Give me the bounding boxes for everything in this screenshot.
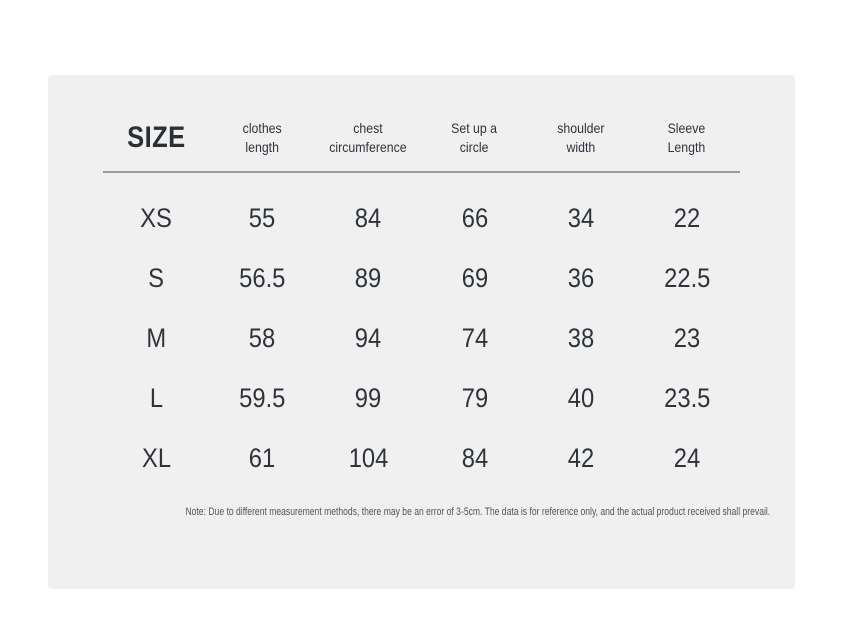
cell-value: 104 <box>348 443 389 473</box>
cell-value: 58 <box>249 323 276 353</box>
size-label: XS <box>140 203 172 233</box>
table-row-xl: XL 61 104 84 42 24 <box>103 429 740 489</box>
size-chart-title: SIZE <box>103 121 209 155</box>
cell-value: 22.5 <box>663 263 711 293</box>
table-row-xs: XS 55 84 66 34 22 <box>103 189 740 249</box>
header-divider <box>103 171 740 173</box>
column-header-sleeve-length: Sleeve Length <box>668 120 706 155</box>
cell-value: 61 <box>249 443 276 473</box>
table-row-l: L 59.5 99 79 40 23.5 <box>103 369 740 429</box>
size-chart-title-label: SIZE <box>126 121 186 154</box>
cell-value: 36 <box>567 263 594 293</box>
cell-value: 84 <box>461 443 488 473</box>
size-label: M <box>146 323 166 353</box>
column-header-set-up-a-circle: Set up a circle <box>451 120 498 155</box>
size-chart-body: XS 55 84 66 34 22 S 56.5 89 69 36 22.5 M <box>103 173 740 489</box>
size-label: XL <box>141 443 171 473</box>
size-chart-card: SIZE clothes length chest circumference … <box>48 75 795 589</box>
note-text: Note: Due to different measurement metho… <box>185 505 771 518</box>
cell-value: 94 <box>355 323 382 353</box>
cell-value: 69 <box>461 263 488 293</box>
cell-value: 66 <box>461 203 488 233</box>
cell-value: 23.5 <box>663 383 711 413</box>
cell-value: 24 <box>673 443 701 473</box>
cell-value: 55 <box>249 203 276 233</box>
cell-value: 59.5 <box>239 383 286 413</box>
size-label: L <box>149 383 163 413</box>
cell-value: 34 <box>567 203 594 233</box>
table-row-m: M 58 94 74 38 23 <box>103 309 740 369</box>
cell-value: 40 <box>567 383 594 413</box>
cell-value: 22 <box>673 203 701 233</box>
cell-value: 79 <box>461 383 488 413</box>
table-row-s: S 56.5 89 69 36 22.5 <box>103 249 740 309</box>
cell-value: 89 <box>355 263 382 293</box>
column-header-clothes-length: clothes length <box>242 120 282 155</box>
column-header-chest-circumference: chest circumference <box>329 120 408 155</box>
cell-value: 84 <box>355 203 382 233</box>
size-label: S <box>148 263 164 293</box>
cell-value: 38 <box>567 323 594 353</box>
size-chart-header-row: SIZE clothes length chest circumference … <box>103 75 740 171</box>
cell-value: 23 <box>673 323 701 353</box>
column-header-shoulder-width: shoulder width <box>557 120 605 155</box>
cell-value: 99 <box>355 383 382 413</box>
cell-value: 74 <box>461 323 488 353</box>
cell-value: 56.5 <box>239 263 286 293</box>
cell-value: 42 <box>567 443 594 473</box>
